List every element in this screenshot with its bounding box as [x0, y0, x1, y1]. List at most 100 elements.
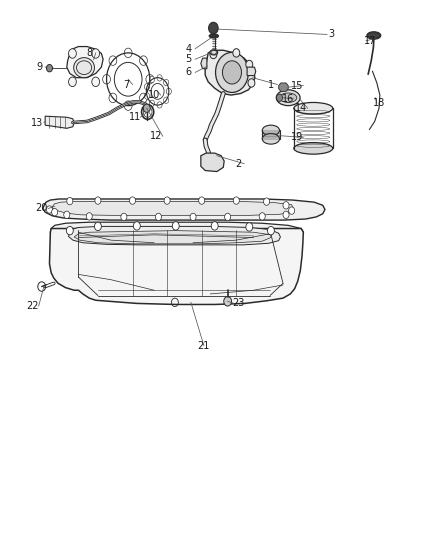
Circle shape	[95, 222, 101, 231]
Ellipse shape	[294, 142, 333, 154]
Circle shape	[109, 56, 117, 66]
Polygon shape	[205, 50, 255, 95]
Ellipse shape	[262, 134, 279, 144]
Text: 7: 7	[123, 79, 129, 90]
Polygon shape	[74, 231, 271, 244]
Ellipse shape	[279, 93, 297, 102]
Circle shape	[46, 64, 53, 72]
Circle shape	[283, 201, 289, 209]
Circle shape	[109, 93, 117, 103]
Circle shape	[210, 50, 217, 59]
Circle shape	[92, 49, 99, 58]
Text: 16: 16	[282, 94, 294, 104]
Circle shape	[86, 213, 92, 220]
Text: 22: 22	[26, 301, 39, 311]
Circle shape	[172, 222, 179, 230]
Text: 6: 6	[186, 67, 192, 77]
Ellipse shape	[367, 32, 381, 39]
Circle shape	[95, 197, 101, 204]
Circle shape	[69, 49, 76, 58]
Text: 5: 5	[186, 54, 192, 64]
Circle shape	[157, 75, 162, 81]
Circle shape	[166, 88, 171, 94]
Polygon shape	[67, 46, 103, 78]
Circle shape	[268, 227, 274, 235]
Circle shape	[130, 197, 135, 204]
Circle shape	[124, 101, 132, 110]
Circle shape	[64, 211, 70, 219]
Text: 15: 15	[291, 80, 303, 91]
Circle shape	[224, 296, 232, 306]
Circle shape	[211, 222, 218, 230]
Polygon shape	[45, 116, 74, 128]
Circle shape	[145, 93, 150, 99]
Circle shape	[121, 213, 127, 221]
Circle shape	[208, 22, 218, 34]
Circle shape	[92, 77, 99, 86]
Text: 10: 10	[148, 90, 160, 100]
Circle shape	[283, 211, 289, 219]
Circle shape	[164, 97, 169, 103]
Circle shape	[69, 77, 76, 86]
Circle shape	[225, 213, 231, 221]
Polygon shape	[201, 58, 207, 69]
Circle shape	[190, 213, 196, 221]
Circle shape	[52, 208, 58, 216]
Text: 23: 23	[232, 298, 245, 309]
Polygon shape	[43, 199, 325, 220]
Text: 21: 21	[198, 341, 210, 351]
Polygon shape	[49, 229, 304, 304]
Circle shape	[140, 93, 147, 103]
Circle shape	[155, 213, 162, 221]
Circle shape	[67, 197, 73, 205]
Circle shape	[134, 222, 140, 230]
Ellipse shape	[262, 125, 279, 136]
Circle shape	[223, 61, 241, 84]
Polygon shape	[50, 222, 304, 242]
Text: 17: 17	[364, 36, 377, 46]
Ellipse shape	[294, 102, 333, 114]
Polygon shape	[68, 227, 280, 245]
Polygon shape	[247, 67, 256, 76]
Text: 20: 20	[35, 204, 48, 214]
Circle shape	[102, 75, 110, 84]
Ellipse shape	[210, 50, 218, 55]
Ellipse shape	[368, 33, 380, 38]
Circle shape	[164, 197, 170, 204]
Polygon shape	[201, 153, 224, 172]
Circle shape	[164, 79, 169, 86]
Text: 4: 4	[186, 44, 192, 54]
Polygon shape	[53, 201, 293, 215]
Text: 13: 13	[31, 117, 43, 127]
Circle shape	[259, 213, 265, 220]
Ellipse shape	[276, 90, 300, 106]
Text: 11: 11	[128, 112, 141, 122]
Text: 2: 2	[235, 159, 242, 168]
Text: 14: 14	[295, 103, 307, 114]
Text: 9: 9	[36, 62, 42, 72]
Text: 18: 18	[373, 98, 385, 108]
Circle shape	[124, 48, 132, 58]
Circle shape	[46, 206, 53, 213]
Circle shape	[199, 197, 205, 204]
Polygon shape	[279, 83, 288, 91]
Circle shape	[233, 197, 239, 204]
Circle shape	[145, 84, 150, 90]
Circle shape	[149, 100, 155, 107]
Circle shape	[289, 207, 295, 214]
Text: 1: 1	[268, 79, 274, 90]
Text: 12: 12	[150, 131, 162, 141]
Text: 3: 3	[328, 29, 335, 39]
Circle shape	[157, 102, 162, 108]
Ellipse shape	[74, 58, 95, 78]
Circle shape	[66, 227, 73, 235]
Circle shape	[246, 223, 253, 231]
Circle shape	[215, 52, 248, 92]
Circle shape	[276, 94, 283, 101]
Circle shape	[246, 60, 253, 69]
Text: 19: 19	[291, 132, 303, 142]
Circle shape	[248, 79, 255, 87]
Circle shape	[143, 104, 150, 112]
Circle shape	[140, 56, 147, 66]
Circle shape	[146, 75, 154, 84]
